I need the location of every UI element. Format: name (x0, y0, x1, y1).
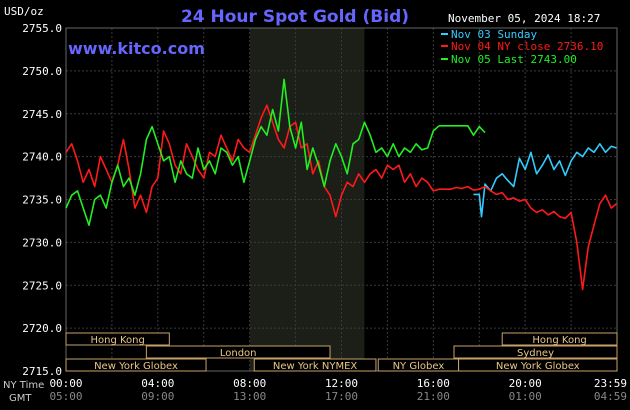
session-label-hong_kong_right: Hong Kong (532, 335, 586, 346)
legend-nov03: Nov 03 Sunday (451, 28, 537, 41)
session-box-new_york_nymex (253, 358, 377, 372)
chart-title: 24 Hour Spot Gold (Bid) (181, 7, 409, 27)
session-bars: Hong Kong London New York Globex New York N… (65, 332, 618, 372)
y-tick-label: 2745.0 (22, 108, 62, 121)
x-tick-ny: 12:00 (325, 377, 358, 390)
session-box-hong_kong_left (65, 332, 170, 346)
session-box-london (145, 345, 331, 359)
series-line-0 (473, 143, 617, 218)
session-label-new_york_globex_left: New York Globex (94, 361, 178, 372)
y-tick-label: 2720.0 (22, 322, 62, 335)
x-tick-gmt: 13:00 (233, 390, 266, 403)
x-tick-gmt: 21:00 (417, 390, 450, 403)
site-watermark[interactable]: www.kitco.com (68, 39, 205, 58)
x-tick-gmt: 09:00 (141, 390, 174, 403)
y-tick-label: 2755.0 (22, 22, 62, 35)
legend: Nov 03 Sunday Nov 04 NY close 2736.10 No… (441, 28, 603, 66)
legend-nov04: Nov 04 NY close 2736.10 (451, 40, 603, 53)
ny-time-label: NY Time (3, 380, 44, 391)
x-tick-ny: 04:00 (141, 377, 174, 390)
session-box-sydney (453, 345, 618, 359)
series-lines (65, 78, 618, 291)
x-tick-ny: 08:00 (233, 377, 266, 390)
session-box-new_york_globex_right (458, 358, 618, 372)
y-tick-label: 2715.0 (22, 365, 62, 378)
currency-label: USD/oz (4, 5, 44, 18)
x-tick-gmt: 04:59 (594, 390, 627, 403)
x-tick-ny: 20:00 (509, 377, 542, 390)
x-tick-gmt: 01:00 (509, 390, 542, 403)
x-tick-ny: 00:00 (49, 377, 82, 390)
timestamp: November 05, 2024 18:27 (448, 12, 600, 25)
session-label-new_york_nymex: New York NYMEX (273, 361, 358, 372)
session-label-hong_kong_left: Hong Kong (90, 335, 144, 346)
series-line-1 (65, 104, 618, 291)
y-tick-labels: 2755.0 2750.0 2745.0 2740.0 2735.0 2730.0 2725… (22, 22, 62, 378)
session-label-ny_globex: NY Globex (393, 361, 445, 372)
y-tick-label: 2740.0 (22, 151, 62, 164)
session-label-london: London (220, 348, 257, 359)
y-tick-label: 2750.0 (22, 65, 62, 78)
x-tick-gmt: 17:00 (325, 390, 358, 403)
session-box-hong_kong_right (501, 332, 618, 346)
session-box-new_york_globex_left (65, 358, 207, 372)
gmt-label: GMT (9, 393, 32, 404)
y-tick-label: 2735.0 (22, 194, 62, 207)
series-line-2 (65, 78, 486, 226)
grid-lines (65, 27, 618, 372)
x-tick-ny: 16:00 (417, 377, 450, 390)
y-tick-label: 2725.0 (22, 279, 62, 292)
session-label-new_york_globex_right: New York Globex (496, 361, 580, 372)
session-label-sydney: Sydney (517, 348, 554, 359)
y-tick-label: 2730.0 (22, 236, 62, 249)
x-tick-ny: 23:59 (594, 377, 627, 390)
legend-nov05: Nov 05 Last 2743.00 (451, 53, 577, 66)
x-tick-gmt: 05:00 (49, 390, 82, 403)
